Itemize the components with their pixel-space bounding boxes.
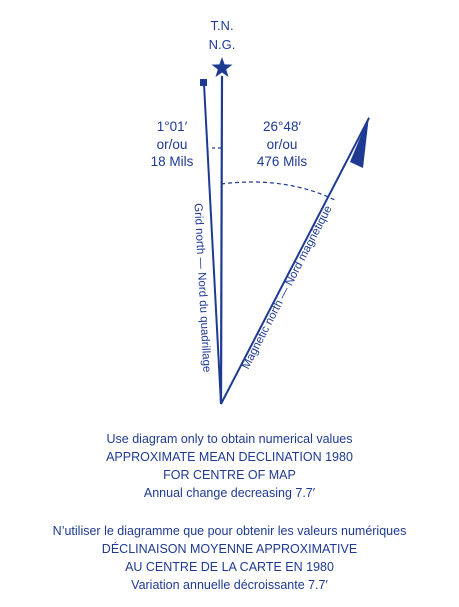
grid-north-label: Grid north — Nord du quadrillage: [192, 203, 213, 373]
true-north-line: [219, 75, 224, 405]
magnetic-north-line: [220, 117, 370, 405]
magnetic-angle-line3: 476 Mils: [257, 154, 308, 169]
caption-english: Use diagram only to obtain numerical val…: [0, 430, 459, 502]
caption-english-line4: Annual change decreasing 7.7′: [143, 486, 316, 500]
caption-english-line3: FOR CENTRE OF MAP: [163, 468, 296, 482]
true-north-label-line1: T.N.: [210, 18, 233, 33]
magnetic-angle-line1: 26°48′: [263, 119, 301, 134]
caption-french-line3: AU CENTRE DE LA CARTE EN 1980: [125, 560, 334, 574]
grid-angle-line1: 1°01′: [157, 119, 188, 134]
square-marker-icon: [200, 79, 207, 86]
grid-angle-line3: 18 Mils: [151, 154, 194, 169]
magnetic-angle-arc: [220, 181, 336, 201]
grid-north-line: [203, 83, 222, 405]
caption-english-line1: Use diagram only to obtain numerical val…: [106, 432, 353, 446]
half-arrow-icon: [350, 116, 369, 168]
magnetic-north-label: Magnetic north — Nord magnétique: [240, 204, 334, 371]
caption-french-line1: N’utiliser le diagramme que pour obtenir…: [52, 524, 407, 538]
true-north-label-line2: N.G.: [209, 37, 236, 52]
star-icon: [211, 57, 233, 77]
caption-french-line2: DÉCLINAISON MOYENNE APPROXIMATIVE: [101, 542, 358, 556]
caption-french-line4: Variation annuelle décroissante 7.7′: [131, 578, 328, 592]
magnetic-angle-line2: or/ou: [267, 137, 298, 152]
grid-angle-line2: or/ou: [157, 137, 188, 152]
caption-french: N’utiliser le diagramme que pour obtenir…: [0, 522, 459, 594]
caption-english-line2: APPROXIMATE MEAN DECLINATION 1980: [106, 450, 353, 464]
